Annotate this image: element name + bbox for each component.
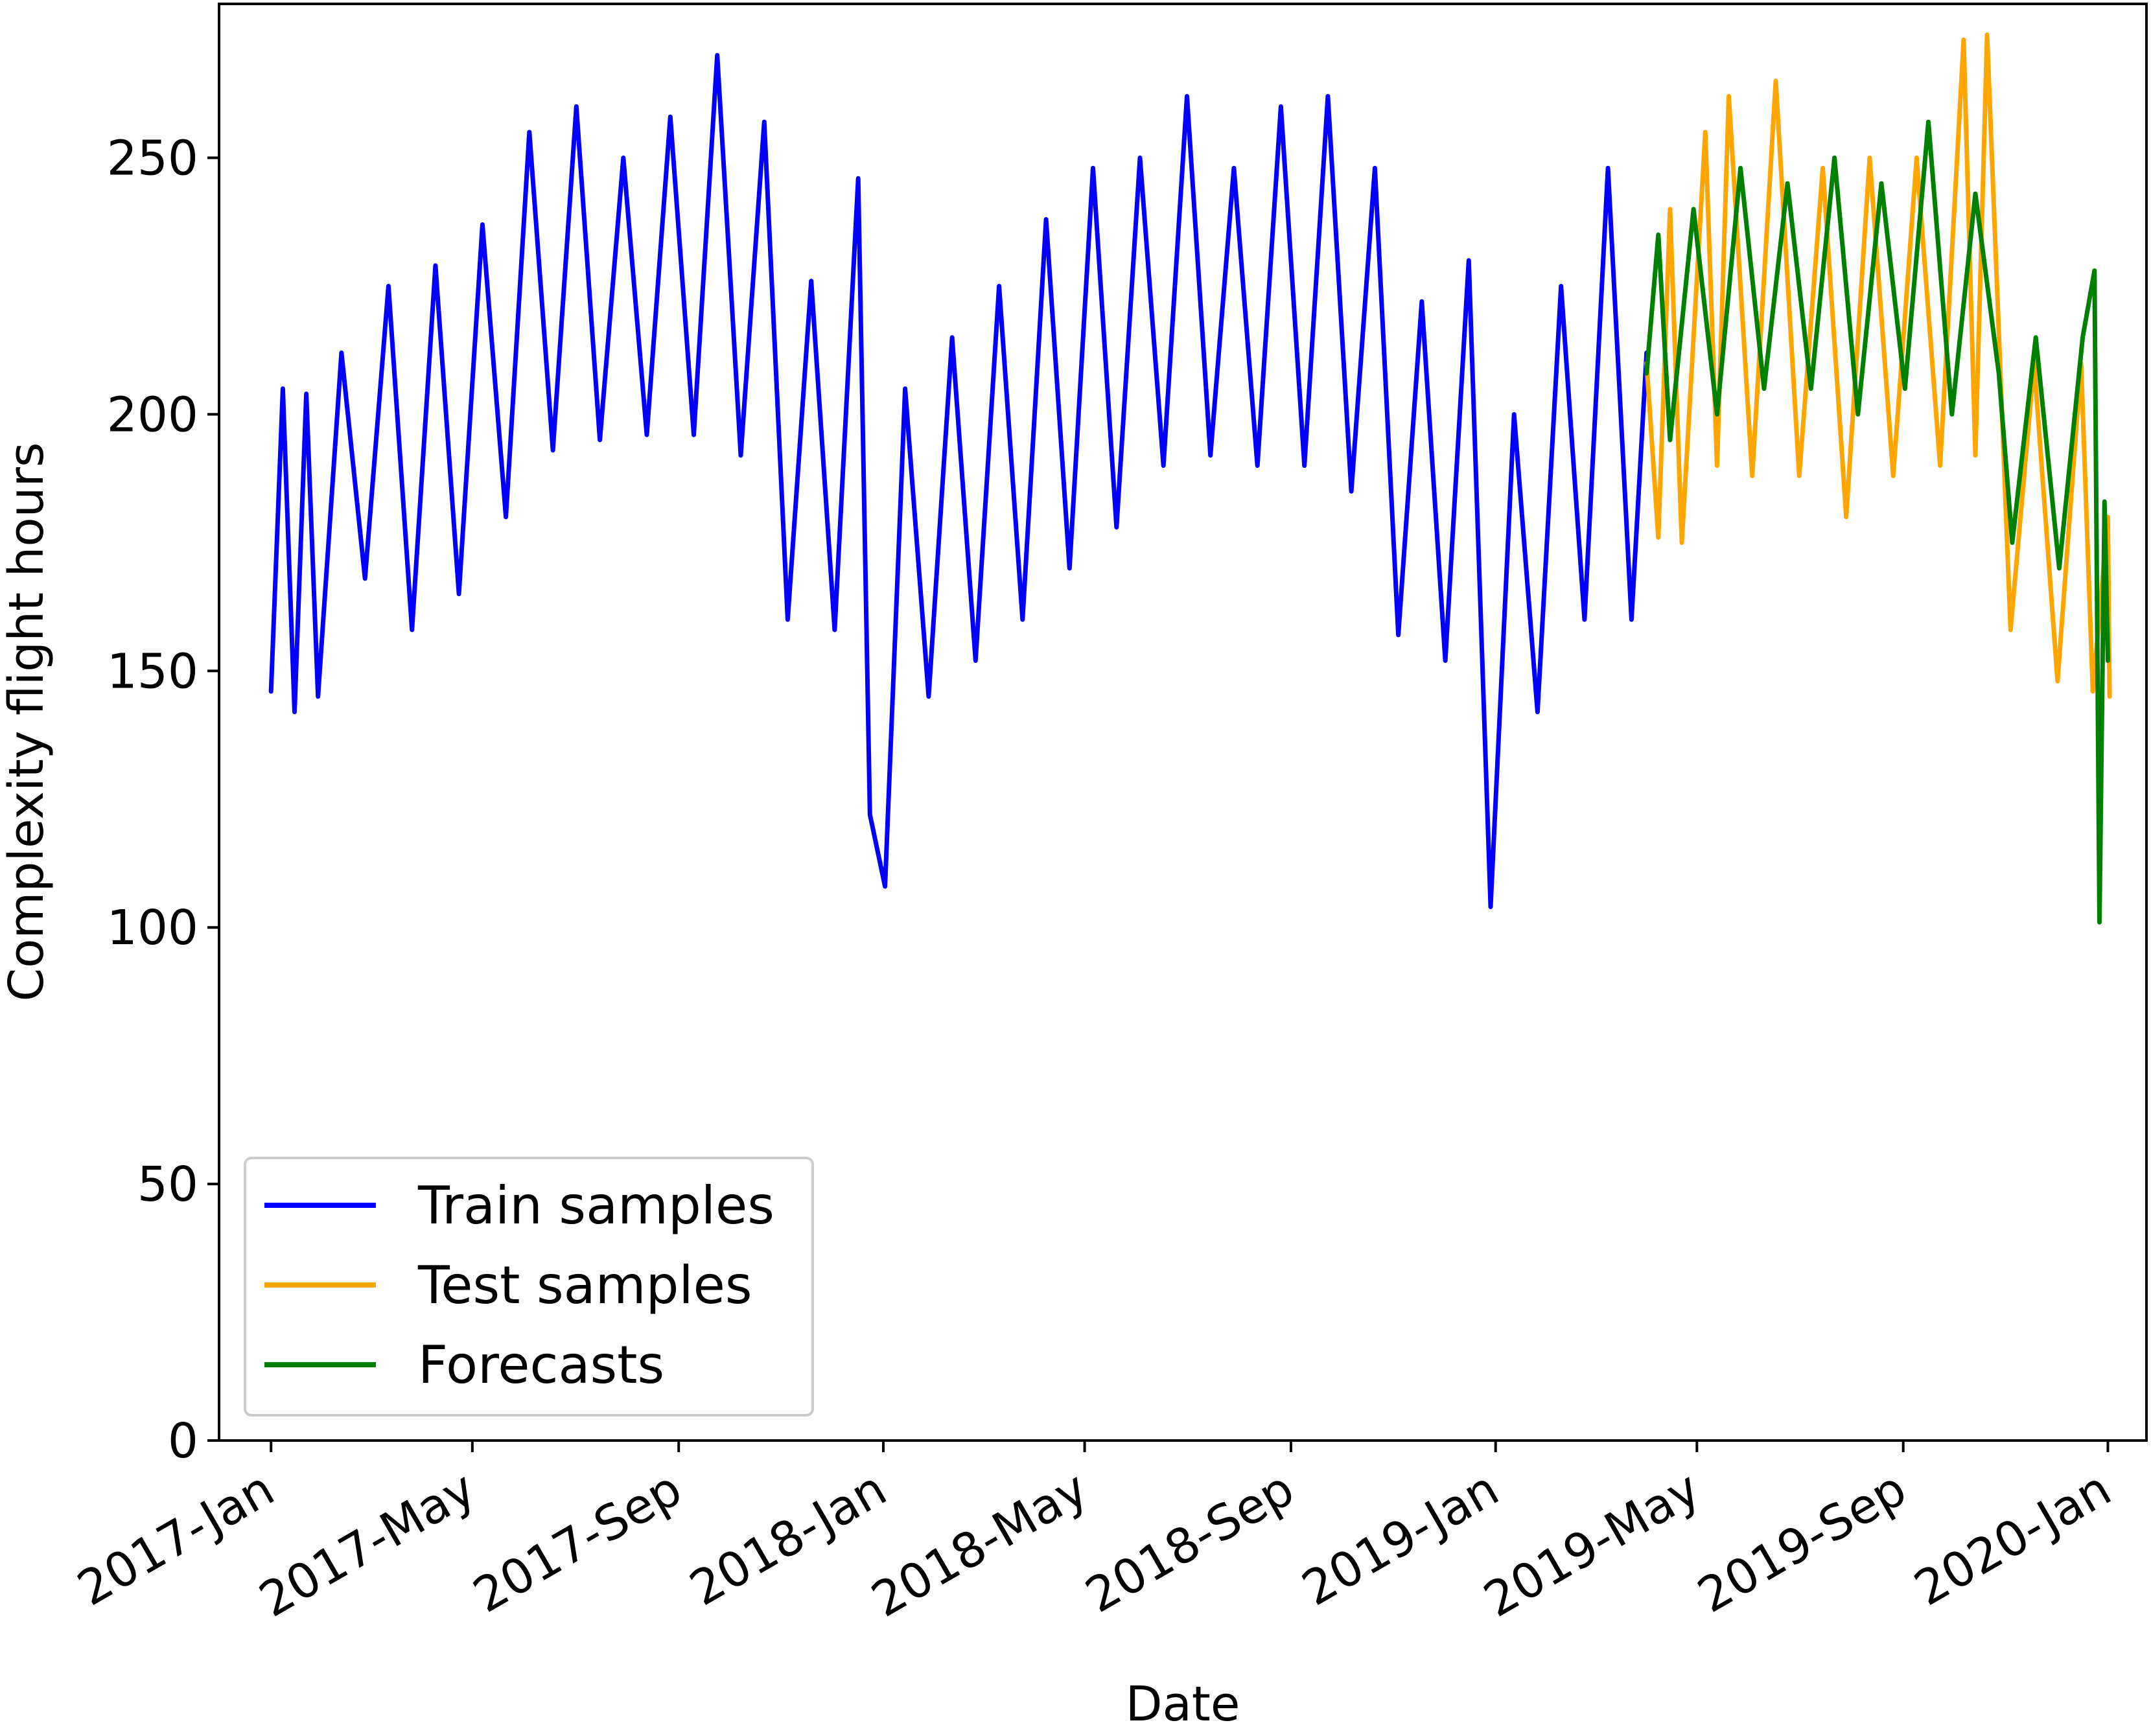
plot-frame <box>218 3 2148 1442</box>
x-tick-label-6: 2018-Sep <box>1076 1461 1303 1624</box>
x-tick-label-3: 2017-Sep <box>464 1461 691 1624</box>
x-tick-label-9: 2019-Sep <box>1689 1461 1916 1624</box>
series-line-2 <box>1644 32 2112 699</box>
y-axis: 0 50 100 150 200 250 <box>107 131 219 1469</box>
y-tick-label-1: 0 <box>168 1413 198 1469</box>
legend-box <box>244 1157 814 1417</box>
legend-label-1: Train samples <box>417 1175 774 1236</box>
y-tick-label-4: 150 <box>107 643 198 699</box>
y-tick-label-3: 100 <box>107 900 198 956</box>
x-tick-label-8: 2019-May <box>1475 1461 1710 1628</box>
y-tick-label-5: 200 <box>107 387 198 443</box>
x-tick-label-5: 2018-May <box>863 1461 1097 1628</box>
legend-label-2: Test samples <box>417 1255 752 1315</box>
series-layer <box>268 32 2112 925</box>
y-tick-label-6: 250 <box>107 131 198 187</box>
y-axis-label: Complexity flight hours <box>0 442 54 1001</box>
legend-label-3: Forecasts <box>418 1335 664 1395</box>
series-line-1 <box>268 52 1649 909</box>
x-tick-label-2: 2017-May <box>250 1461 485 1628</box>
x-tick-label-1: 2017-Jan <box>69 1461 284 1617</box>
x-tick-label-4: 2018-Jan <box>680 1461 896 1617</box>
legend: Train samples Test samples Forecasts <box>244 1157 814 1417</box>
x-tick-label-10: 2020-Jan <box>1905 1461 2121 1617</box>
x-axis: 2017-Jan2017-May2017-Sep2018-Jan2018-May… <box>69 1441 2121 1628</box>
y-tick-label-2: 50 <box>137 1157 198 1212</box>
x-axis-label: Date <box>1126 1676 1240 1732</box>
series-line-3 <box>1644 119 2110 925</box>
x-tick-label-7: 2019-Jan <box>1293 1461 1508 1617</box>
